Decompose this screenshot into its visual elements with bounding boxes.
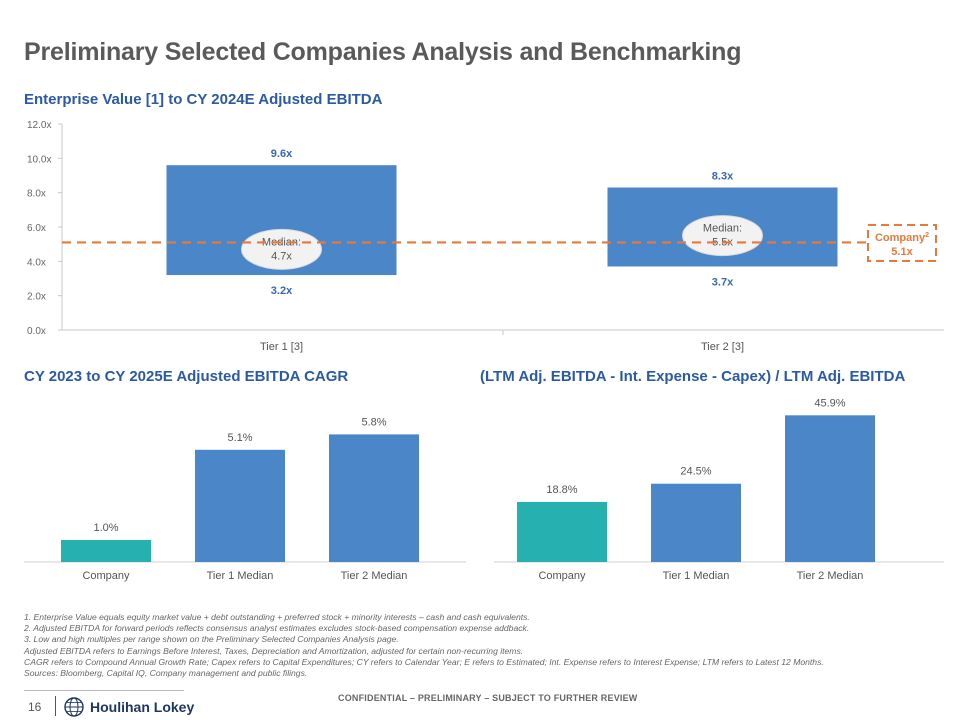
- y-tick-label: 0.0x: [27, 326, 46, 337]
- footnote: Sources: Bloomberg, Capital IQ, Company …: [24, 668, 308, 679]
- cagr-chart-title: CY 2023 to CY 2025E Adjusted EBITDA CAGR: [24, 368, 349, 385]
- footnotes: 1. Enterprise Value equals equity market…: [24, 612, 944, 679]
- range-high-label: 9.6x: [271, 148, 293, 160]
- x-category-label: Company: [82, 570, 130, 582]
- fcf-conversion-chart-title: (LTM Adj. EBITDA - Int. Expense - Capex)…: [480, 368, 906, 385]
- logo-text: Houlihan Lokey: [90, 699, 195, 715]
- x-category-label: Tier 2 [3]: [701, 341, 744, 353]
- y-tick-label: 12.0x: [27, 120, 51, 131]
- y-tick-label: 6.0x: [27, 223, 46, 234]
- footer-divider: [55, 696, 56, 716]
- houlihan-lokey-logo: Houlihan Lokey: [64, 697, 194, 717]
- range-high-label: 8.3x: [712, 171, 734, 183]
- page-number: 16: [28, 700, 42, 714]
- company-reference-superscript: 2: [925, 232, 929, 239]
- footnote: 3. Low and high multiples per range show…: [24, 634, 399, 645]
- bar-value-label: 24.5%: [680, 466, 711, 478]
- company-reference-value: 5.1x: [891, 246, 913, 258]
- bar-value-label: 5.1%: [227, 432, 252, 444]
- company-reference-name: Company: [875, 232, 926, 244]
- x-category-label: Tier 2 Median: [341, 570, 408, 582]
- bar: [651, 483, 741, 562]
- footnote: 2. Adjusted EBITDA for forward periods r…: [24, 623, 530, 634]
- page-title: Preliminary Selected Companies Analysis …: [24, 38, 742, 66]
- company-reference-box: [867, 224, 937, 262]
- range-low-label: 3.2x: [271, 285, 293, 297]
- ev-ebitda-chart-title: Enterprise Value [1] to CY 2024E Adjuste…: [24, 91, 383, 108]
- bar: [195, 449, 285, 562]
- x-category-label: Tier 2 Median: [797, 570, 864, 582]
- bar-value-label: 1.0%: [93, 522, 118, 534]
- footnote: CAGR refers to Compound Annual Growth Ra…: [24, 656, 824, 667]
- y-tick-label: 10.0x: [27, 154, 51, 165]
- bar: [329, 434, 419, 562]
- confidential-notice: CONFIDENTIAL – PRELIMINARY – SUBJECT TO …: [338, 693, 638, 703]
- x-category-label: Tier 1 [3]: [260, 341, 303, 353]
- bar-value-label: 18.8%: [546, 484, 577, 496]
- bar: [517, 501, 607, 562]
- median-bubble: [682, 215, 763, 257]
- y-tick-label: 8.0x: [27, 189, 46, 200]
- globe-icon: [64, 697, 84, 717]
- footer-rule: [24, 690, 184, 691]
- x-category-label: Company: [538, 570, 586, 582]
- x-category-label: Tier 1 Median: [663, 570, 730, 582]
- x-category-label: Tier 1 Median: [207, 570, 274, 582]
- bar: [61, 540, 151, 562]
- median-value: 4.7x: [271, 250, 292, 262]
- footnote: Adjusted EBITDA refers to Earnings Befor…: [24, 645, 524, 656]
- y-tick-label: 2.0x: [27, 292, 46, 303]
- median-title: Median:: [262, 236, 301, 248]
- company-reference-label: Company2: [875, 232, 929, 244]
- bar-value-label: 5.8%: [361, 416, 386, 428]
- median-bubble: [241, 228, 322, 270]
- footnote: 1. Enterprise Value equals equity market…: [24, 612, 530, 622]
- range-low-label: 3.7x: [712, 276, 734, 288]
- bar-value-label: 45.9%: [814, 397, 845, 409]
- y-tick-label: 4.0x: [27, 257, 46, 268]
- median-title: Median:: [703, 223, 742, 235]
- bar: [785, 415, 875, 562]
